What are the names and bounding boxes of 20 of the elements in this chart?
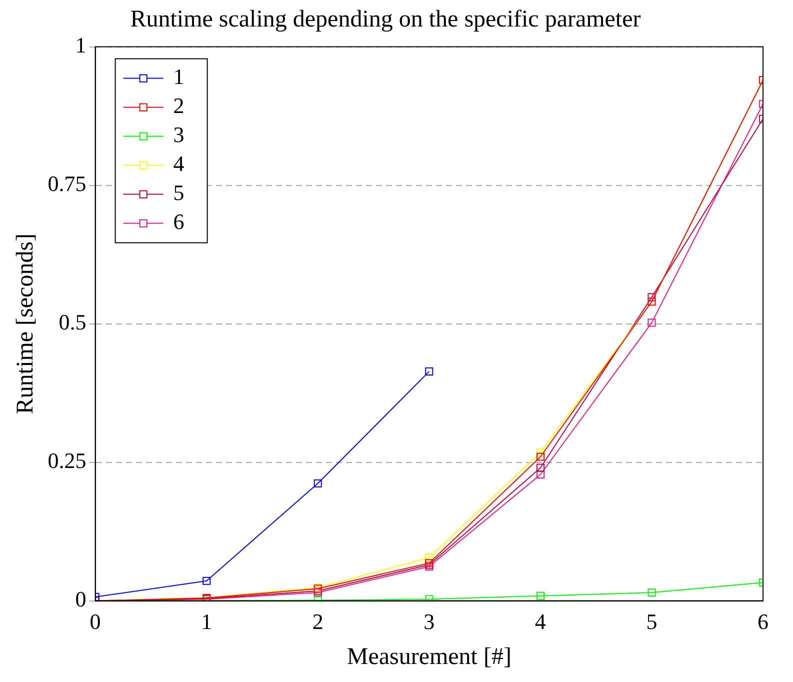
legend-label: 4 [173,151,184,176]
y-tick-label: 0.25 [48,448,86,474]
x-tick-label: 5 [646,608,658,634]
y-tick-label: 0.5 [58,310,86,335]
y-tick-label: 0.75 [48,171,86,196]
x-tick-label: 3 [424,608,435,634]
y-tick-label: 1 [75,32,86,58]
x-tick-label: 6 [758,608,768,634]
legend-label: 1 [173,64,184,90]
y-tick-label: 0 [75,586,86,612]
x-tick-label: 2 [312,608,324,634]
legend-label: 2 [173,93,184,118]
legend-label: 5 [173,180,184,206]
chart-title: Runtime scaling depending on the specific parameter [130,6,641,33]
x-axis-title: Measurement [#] [346,644,512,670]
y-axis-title: Runtime [seconds] [12,233,39,414]
legend-label: 3 [173,122,184,148]
x-tick-label: 4 [534,608,546,634]
x-tick-label: 1 [201,608,212,634]
legend-label: 6 [173,209,184,234]
